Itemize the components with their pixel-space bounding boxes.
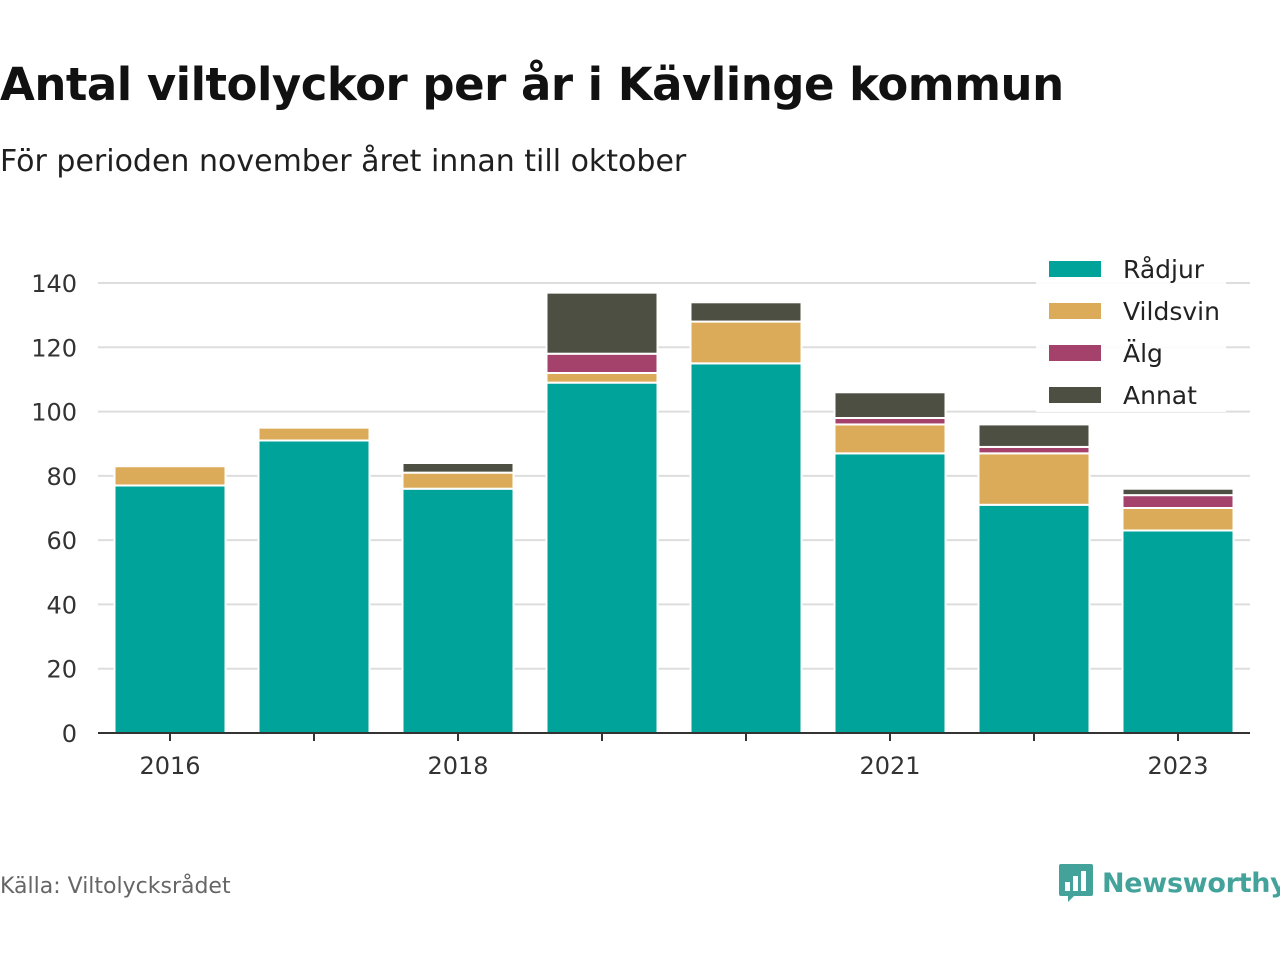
bar-segment [977, 423, 1091, 448]
bar-segment [545, 381, 659, 734]
bar-segment [689, 301, 803, 323]
x-axis: 2016 2018 2021 2023 [98, 732, 1250, 780]
x-tick-label: 2023 [1147, 752, 1208, 780]
legend-swatch [1049, 261, 1101, 277]
y-tick-label: 120 [31, 334, 77, 362]
bar-segment [1121, 529, 1235, 734]
x-tick-label: 2021 [859, 752, 920, 780]
legend-label: Vildsvin [1123, 297, 1220, 326]
bar-chart-speech-icon [1059, 864, 1093, 902]
bar-segment [1121, 494, 1235, 509]
bar-segment [113, 465, 227, 487]
legend-swatch [1049, 387, 1101, 403]
y-tick-label: 60 [46, 527, 77, 555]
brand-logo: Newsworthy [1058, 862, 1280, 904]
y-tick-label: 100 [31, 399, 77, 427]
bar-segment [689, 362, 803, 734]
bar-segment [833, 423, 947, 455]
y-tick-label: 40 [46, 591, 77, 619]
bar-segment [113, 484, 227, 734]
bar-segment [977, 503, 1091, 734]
bar-segment [689, 320, 803, 365]
y-tick-label: 140 [31, 270, 77, 298]
legend-label: Annat [1123, 381, 1197, 410]
stacked-bar-chart: 0 20 40 60 80 100 120 140 2016 2018 2021 2023 Rådj… [31, 250, 1250, 780]
x-tick-label: 2016 [139, 752, 200, 780]
bar-segment [257, 439, 371, 734]
bar-segment [545, 352, 659, 375]
legend-swatch [1049, 303, 1101, 319]
chart-title: Antal viltolyckor per år i Kävlinge komm… [0, 58, 1064, 111]
bar-segment [1121, 487, 1235, 497]
y-tick-label: 20 [46, 656, 77, 684]
legend-label: Rådjur [1123, 255, 1205, 284]
bar-segment [977, 452, 1091, 506]
bars [113, 291, 1235, 735]
bar-segment [1121, 507, 1235, 532]
bar-segment [833, 391, 947, 419]
bar-segment [257, 426, 371, 442]
x-tick-label: 2018 [427, 752, 488, 780]
source-note: Källa: Viltolycksrådet [0, 874, 231, 899]
legend-label: Älg [1123, 339, 1163, 368]
chart-subtitle: För perioden november året innan till ok… [0, 144, 687, 179]
y-axis-ticks: 0 20 40 60 80 100 120 140 [31, 270, 77, 748]
legend-swatch [1049, 345, 1101, 361]
bar-segment [401, 462, 515, 474]
brand-name: Newsworthy [1102, 867, 1280, 899]
y-tick-label: 80 [46, 463, 77, 491]
legend: Rådjur Vildsvin Älg Annat [1036, 250, 1226, 412]
bar-segment [401, 471, 515, 490]
bar-segment [545, 291, 659, 355]
bar-segment [401, 487, 515, 735]
bar-segment [545, 372, 659, 384]
y-tick-label: 0 [62, 720, 77, 748]
bar-segment [833, 452, 947, 734]
